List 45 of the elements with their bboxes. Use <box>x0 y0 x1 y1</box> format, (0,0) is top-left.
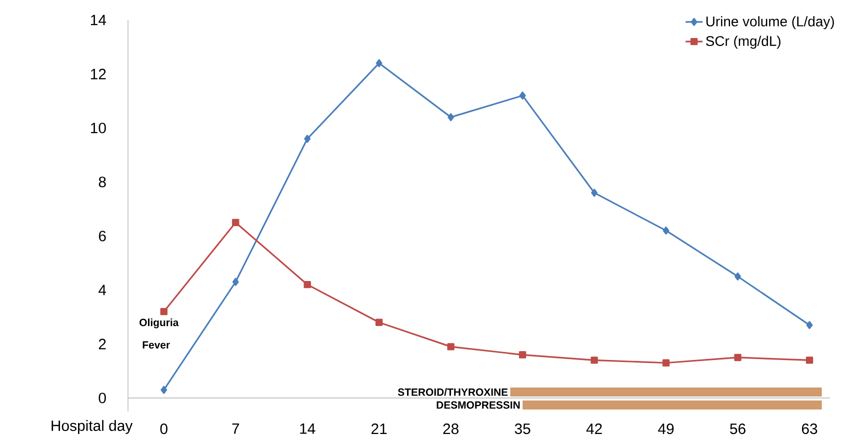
y-tick-label: 0 <box>98 392 106 404</box>
y-tick-label: 4 <box>98 284 106 296</box>
point <box>447 343 454 350</box>
point <box>734 272 741 280</box>
y-tick-label: 12 <box>91 68 106 80</box>
x-tick-label: 14 <box>300 424 316 434</box>
series-label: DESMOPRESSIN <box>436 401 520 409</box>
point <box>662 359 670 366</box>
y-tick-label: 14 <box>91 14 106 26</box>
x-tick-label: 42 <box>586 424 602 434</box>
point <box>662 226 670 235</box>
x-tick-label: 7 <box>232 424 240 434</box>
y-tick-label: 8 <box>98 176 106 188</box>
legend-label: Urine volume (L/day) <box>706 16 834 30</box>
point <box>375 318 383 326</box>
point <box>304 134 311 143</box>
x-tick-label: 56 <box>730 424 746 434</box>
point <box>232 218 240 226</box>
point <box>448 113 454 122</box>
point <box>160 308 168 316</box>
y-tick-label: 10 <box>91 122 106 134</box>
x-tick-label: 0 <box>160 424 168 434</box>
point <box>806 321 813 330</box>
point <box>518 351 526 358</box>
point <box>734 354 742 362</box>
y-tick-label: 2 <box>98 338 106 350</box>
point <box>591 188 598 197</box>
point <box>232 278 239 286</box>
x-tick-label: 35 <box>514 424 530 434</box>
x-tick-label: 28 <box>443 424 458 434</box>
annotation: Oliguria <box>140 318 179 328</box>
x-axis-title: Hospital day <box>52 420 133 434</box>
point <box>806 356 814 364</box>
point <box>590 356 598 364</box>
point <box>160 386 168 394</box>
x-tick-label: 49 <box>658 424 674 434</box>
annotation: Fever <box>142 341 170 349</box>
point <box>304 280 311 288</box>
series-label: STEROID/THYROXINE <box>398 388 508 396</box>
point <box>519 92 526 100</box>
y-tick-label: 6 <box>98 230 106 242</box>
x-tick-label: 63 <box>802 424 818 434</box>
x-tick-label: 21 <box>372 424 387 434</box>
point <box>376 59 382 68</box>
legend-label: SCr (mg/dL) <box>706 36 780 49</box>
